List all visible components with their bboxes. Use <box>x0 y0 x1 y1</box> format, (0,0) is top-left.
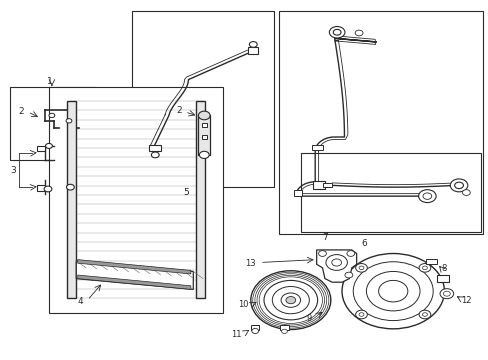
Text: 4: 4 <box>77 297 83 306</box>
Circle shape <box>422 193 431 199</box>
Circle shape <box>251 328 258 333</box>
Bar <box>311 145 322 150</box>
Text: 5: 5 <box>183 188 188 197</box>
Circle shape <box>250 271 330 329</box>
Bar <box>198 116 210 155</box>
Bar <box>426 259 436 264</box>
Polygon shape <box>37 146 44 151</box>
Bar <box>201 135 207 139</box>
Text: 2: 2 <box>176 105 181 114</box>
Circle shape <box>378 280 407 302</box>
Bar <box>294 190 302 196</box>
Circle shape <box>352 262 432 320</box>
Circle shape <box>281 329 287 333</box>
Text: 3: 3 <box>10 166 16 175</box>
Text: 10: 10 <box>237 300 248 309</box>
Bar <box>278 12 483 234</box>
Circle shape <box>341 253 444 329</box>
Bar <box>279 325 289 330</box>
Circle shape <box>346 251 354 256</box>
Bar <box>10 87 96 160</box>
Text: 1: 1 <box>46 77 52 86</box>
Circle shape <box>462 190 469 195</box>
Circle shape <box>49 113 55 118</box>
Polygon shape <box>37 185 44 191</box>
Bar <box>201 123 207 127</box>
Polygon shape <box>78 260 190 274</box>
Circle shape <box>264 280 317 320</box>
Circle shape <box>344 272 352 278</box>
Text: 9: 9 <box>305 314 311 323</box>
Circle shape <box>355 310 366 319</box>
Circle shape <box>449 179 467 192</box>
Text: 7: 7 <box>322 233 327 242</box>
Circle shape <box>325 255 346 270</box>
Bar <box>312 181 325 189</box>
Circle shape <box>272 287 309 314</box>
Circle shape <box>418 264 430 272</box>
Bar <box>250 325 259 329</box>
Circle shape <box>366 271 419 311</box>
Text: 13: 13 <box>244 259 255 268</box>
Text: 6: 6 <box>360 239 366 248</box>
Circle shape <box>422 266 427 270</box>
Circle shape <box>439 289 453 299</box>
Circle shape <box>418 310 430 319</box>
Bar <box>66 101 76 298</box>
Circle shape <box>454 182 463 189</box>
Polygon shape <box>316 250 356 282</box>
Bar <box>195 101 205 298</box>
Circle shape <box>66 184 74 190</box>
Circle shape <box>358 313 363 316</box>
Polygon shape <box>78 275 190 289</box>
Text: 12: 12 <box>460 296 470 305</box>
Circle shape <box>354 30 362 36</box>
Bar <box>322 183 331 187</box>
Bar <box>300 153 480 232</box>
Circle shape <box>151 152 159 158</box>
Circle shape <box>44 186 52 192</box>
Circle shape <box>332 30 340 35</box>
Bar <box>132 12 273 187</box>
Circle shape <box>281 293 300 307</box>
Circle shape <box>358 266 363 270</box>
Bar <box>248 46 258 54</box>
Circle shape <box>318 251 326 256</box>
Bar <box>436 275 448 282</box>
Circle shape <box>285 297 295 304</box>
Circle shape <box>249 41 257 47</box>
Circle shape <box>45 143 52 148</box>
Circle shape <box>422 313 427 316</box>
Circle shape <box>199 151 209 158</box>
Circle shape <box>198 111 210 120</box>
Text: 8: 8 <box>441 264 446 273</box>
Bar <box>149 145 160 151</box>
Circle shape <box>329 27 344 38</box>
Bar <box>49 87 222 313</box>
Text: 2: 2 <box>19 107 24 116</box>
Circle shape <box>355 264 366 272</box>
Polygon shape <box>76 261 193 289</box>
Circle shape <box>331 259 341 266</box>
Circle shape <box>66 119 72 123</box>
Text: 11: 11 <box>231 330 242 339</box>
Circle shape <box>443 291 449 296</box>
Circle shape <box>418 190 435 203</box>
